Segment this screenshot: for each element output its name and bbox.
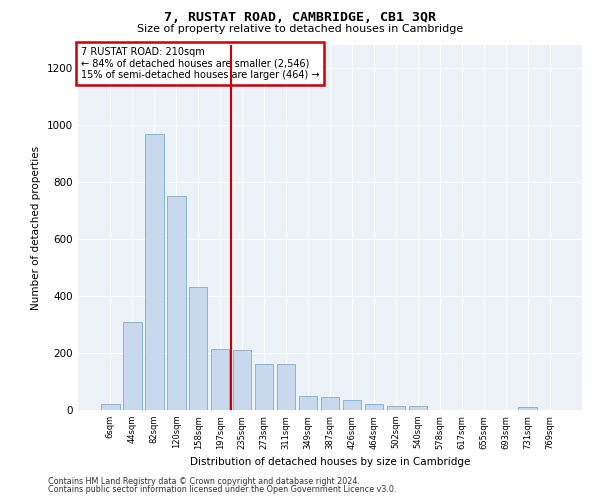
Bar [167, 196, 185, 410]
Bar [320, 397, 340, 410]
Bar [101, 404, 119, 410]
Bar [365, 404, 383, 410]
Bar [518, 407, 537, 410]
Bar [299, 396, 317, 410]
Bar [255, 364, 274, 410]
Bar [409, 406, 427, 410]
Text: Size of property relative to detached houses in Cambridge: Size of property relative to detached ho… [137, 24, 463, 34]
Bar [123, 322, 142, 410]
Bar [343, 400, 361, 410]
Bar [145, 134, 164, 410]
Text: Contains HM Land Registry data © Crown copyright and database right 2024.: Contains HM Land Registry data © Crown c… [48, 477, 360, 486]
Bar [211, 350, 229, 410]
Bar [277, 364, 295, 410]
Text: 7, RUSTAT ROAD, CAMBRIDGE, CB1 3QR: 7, RUSTAT ROAD, CAMBRIDGE, CB1 3QR [164, 11, 436, 24]
Text: 7 RUSTAT ROAD: 210sqm
← 84% of detached houses are smaller (2,546)
15% of semi-d: 7 RUSTAT ROAD: 210sqm ← 84% of detached … [80, 47, 319, 80]
Bar [189, 288, 208, 410]
Bar [233, 350, 251, 410]
X-axis label: Distribution of detached houses by size in Cambridge: Distribution of detached houses by size … [190, 457, 470, 467]
Bar [386, 406, 405, 410]
Text: Contains public sector information licensed under the Open Government Licence v3: Contains public sector information licen… [48, 485, 397, 494]
Y-axis label: Number of detached properties: Number of detached properties [31, 146, 41, 310]
